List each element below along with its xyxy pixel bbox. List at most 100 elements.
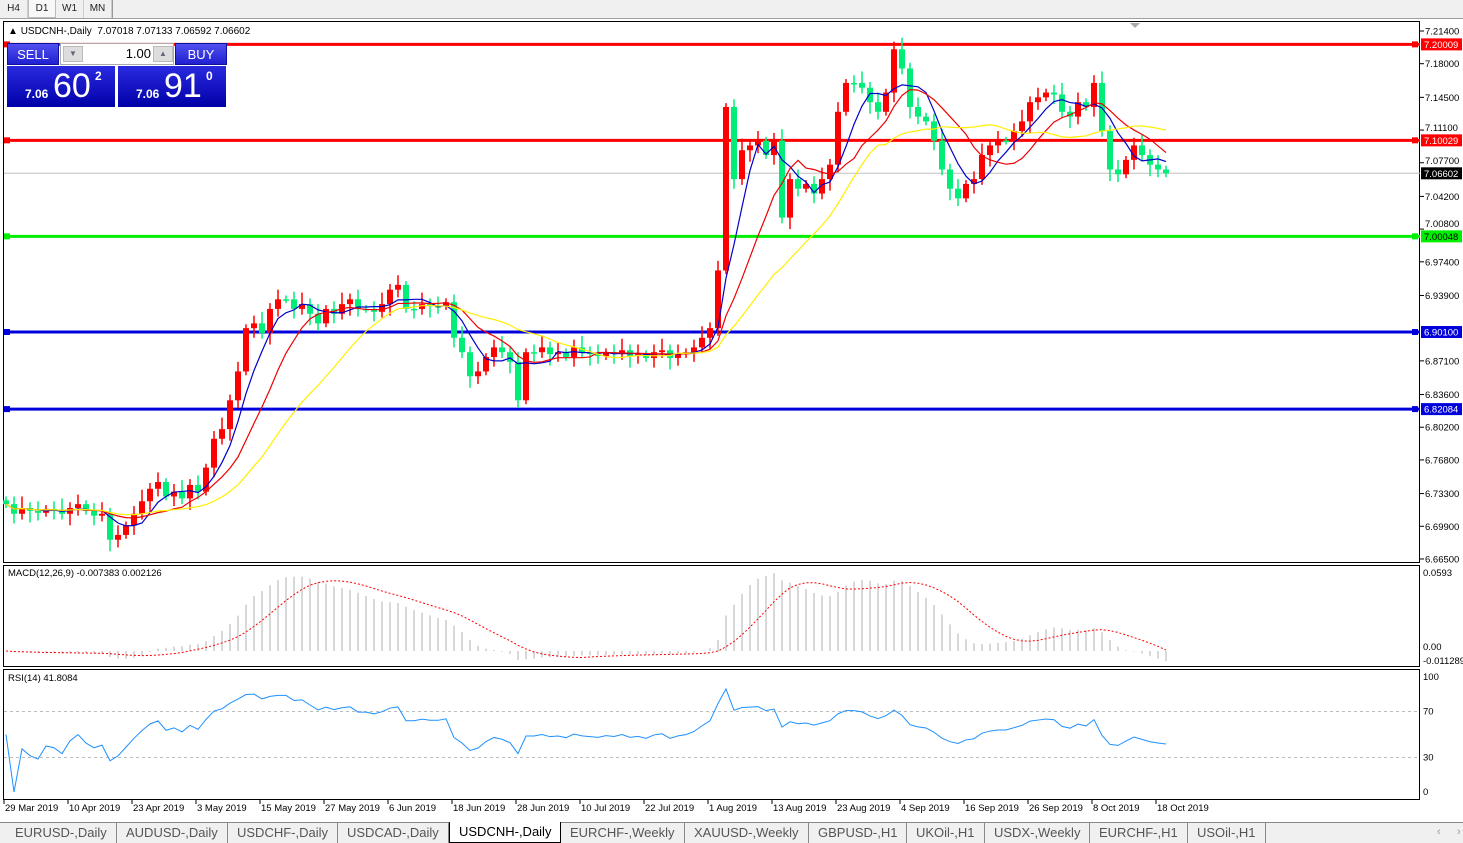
price-tick-label: 6.76800 [1425, 455, 1459, 466]
scroll-right-icon[interactable]: › [1457, 826, 1461, 838]
bullish-candle [659, 350, 665, 353]
chart-tab[interactable]: XAUUSD-,Weekly [685, 823, 809, 843]
bearish-candle [107, 513, 113, 540]
bullish-candle [219, 429, 225, 439]
macd-axis-label: -0.011289 [1423, 656, 1463, 667]
rsi-line [5, 687, 1167, 793]
bearish-candle [403, 284, 409, 309]
sell-button[interactable]: SELL [7, 43, 59, 65]
price-tick-label: 6.93900 [1425, 291, 1459, 302]
bearish-candle [859, 82, 865, 88]
timeframe-toolbar: H4 D1 W1 MN [0, 0, 1463, 19]
bullish-candle [475, 371, 481, 377]
date-tick-label: 18 Oct 2019 [1157, 803, 1209, 814]
main-chart-frame [3, 21, 1420, 563]
timeframe-w1[interactable]: W1 [56, 0, 84, 18]
toolbar-separator [112, 0, 113, 19]
buy-button[interactable]: BUY [175, 43, 227, 65]
chart-tab[interactable]: USDX-,Weekly [985, 823, 1091, 843]
bearish-candle [515, 361, 521, 401]
sell-price-fraction: 2 [95, 69, 102, 83]
date-tick-label: 28 Jun 2019 [517, 803, 569, 814]
bullish-candle [963, 183, 969, 199]
bullish-candle [123, 525, 129, 535]
chart-tab[interactable]: AUDUSD-,Daily [117, 823, 228, 843]
bearish-candle [795, 179, 801, 189]
bullish-candle [187, 484, 193, 499]
bullish-candle [819, 179, 825, 194]
chart-tab[interactable]: EURUSD-,Daily [6, 823, 117, 843]
chart-tab[interactable]: USOil-,H1 [1188, 823, 1266, 843]
chart-tab[interactable]: USDCHF-,Daily [228, 823, 338, 843]
macd-frame [3, 565, 1420, 667]
bearish-candle [1155, 164, 1161, 170]
chart-tab[interactable]: EURCHF-,Weekly [561, 823, 685, 843]
buy-price[interactable]: 7.06 91 0 [118, 66, 226, 107]
bullish-candle [1019, 121, 1025, 132]
current-price-label: 7.06602 [1424, 169, 1458, 180]
bearish-candle [83, 504, 89, 511]
bearish-candle [507, 352, 513, 362]
chart-tab[interactable]: EURCHF-,H1 [1090, 823, 1188, 843]
timeframe-h4[interactable]: H4 [0, 0, 28, 18]
bearish-candle [1107, 131, 1113, 170]
timeframe-d1[interactable]: D1 [28, 0, 56, 18]
level-line-handle [4, 233, 10, 240]
price-tick-label: 7.11100 [1425, 123, 1458, 134]
price-tick-label: 6.83600 [1425, 390, 1459, 401]
bullish-candle [699, 337, 705, 348]
date-tick-label: 26 Sep 2019 [1029, 803, 1083, 814]
bullish-candle [755, 140, 761, 146]
collapse-triangle-icon[interactable]: ▲ [8, 26, 18, 37]
bullish-candle [227, 400, 233, 430]
lot-size-stepper[interactable]: ▼ 1.00 ▲ [60, 43, 174, 65]
ohlc-values: 7.07018 7.07133 7.06592 7.06602 [97, 26, 251, 37]
chart-tab[interactable]: GBPUSD-,H1 [809, 823, 908, 843]
bullish-candle [211, 438, 217, 468]
bullish-candle [483, 357, 489, 372]
bullish-candle [883, 92, 889, 112]
bearish-candle [3, 500, 9, 505]
chart-tab[interactable]: USDCAD-,Daily [338, 823, 449, 843]
price-tick-label: 7.00800 [1425, 219, 1459, 230]
bullish-candle [1075, 102, 1081, 117]
bullish-candle [971, 179, 977, 184]
price-tick-label: 6.73300 [1425, 489, 1459, 500]
bearish-candle [195, 484, 201, 492]
bullish-candle [707, 328, 713, 338]
bearish-candle [923, 116, 929, 122]
level-line-handle [4, 137, 10, 144]
symbol-label: USDCNH-,Daily [20, 26, 92, 37]
price-tick-label: 6.66500 [1425, 554, 1459, 565]
decrease-lot-icon[interactable]: ▼ [63, 46, 83, 62]
bullish-candle [843, 82, 849, 112]
bullish-candle [987, 145, 993, 156]
timeframe-mn[interactable]: MN [84, 0, 112, 18]
bearish-candle [899, 49, 905, 69]
lot-size-input[interactable]: 1.00 [125, 46, 151, 61]
rsi-axis-label: 70 [1423, 707, 1434, 718]
increase-lot-icon[interactable]: ▲ [153, 46, 173, 62]
bearish-candle [1115, 169, 1121, 175]
bearish-candle [451, 302, 457, 338]
chart-tab[interactable]: USDCNH-,Daily [449, 822, 562, 843]
bullish-candle [171, 491, 177, 497]
bullish-candle [675, 354, 681, 358]
rsi-axis-label: 0 [1423, 787, 1428, 798]
bullish-candle [747, 145, 753, 151]
sell-price[interactable]: 7.06 60 2 [7, 66, 115, 107]
bullish-candle [147, 488, 153, 502]
bearish-candle [259, 323, 265, 333]
bullish-candle [395, 284, 401, 290]
date-tick-label: 3 May 2019 [197, 803, 247, 814]
scroll-left-icon[interactable]: ‹ [1437, 826, 1441, 838]
bullish-candle [1123, 159, 1129, 175]
level-price-tag [1421, 326, 1462, 339]
date-tick-label: 16 Sep 2019 [965, 803, 1019, 814]
bearish-candle [355, 299, 361, 309]
bearish-candle [163, 482, 169, 497]
chart-tab[interactable]: UKOil-,H1 [907, 823, 985, 843]
bearish-candle [907, 68, 913, 107]
bullish-candle [131, 513, 137, 526]
